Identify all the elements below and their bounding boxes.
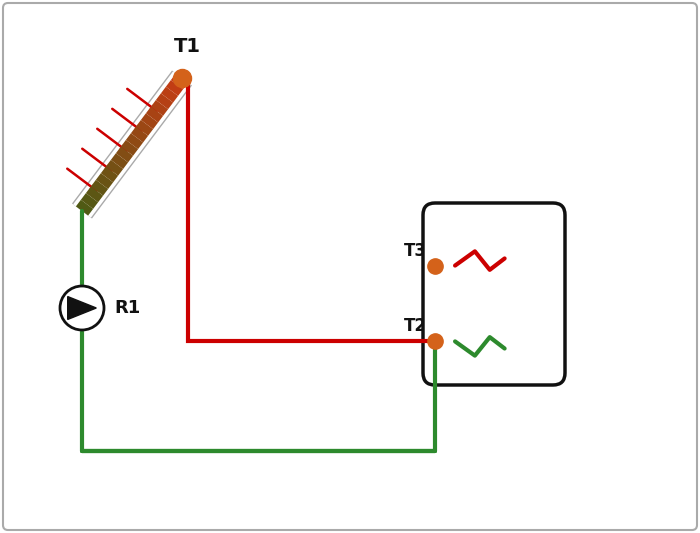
FancyBboxPatch shape (423, 203, 565, 385)
Circle shape (60, 286, 104, 330)
Text: T3: T3 (404, 241, 427, 260)
Polygon shape (68, 296, 97, 319)
Text: R1: R1 (114, 299, 140, 317)
Text: T2: T2 (404, 317, 427, 335)
Text: T1: T1 (174, 37, 200, 56)
